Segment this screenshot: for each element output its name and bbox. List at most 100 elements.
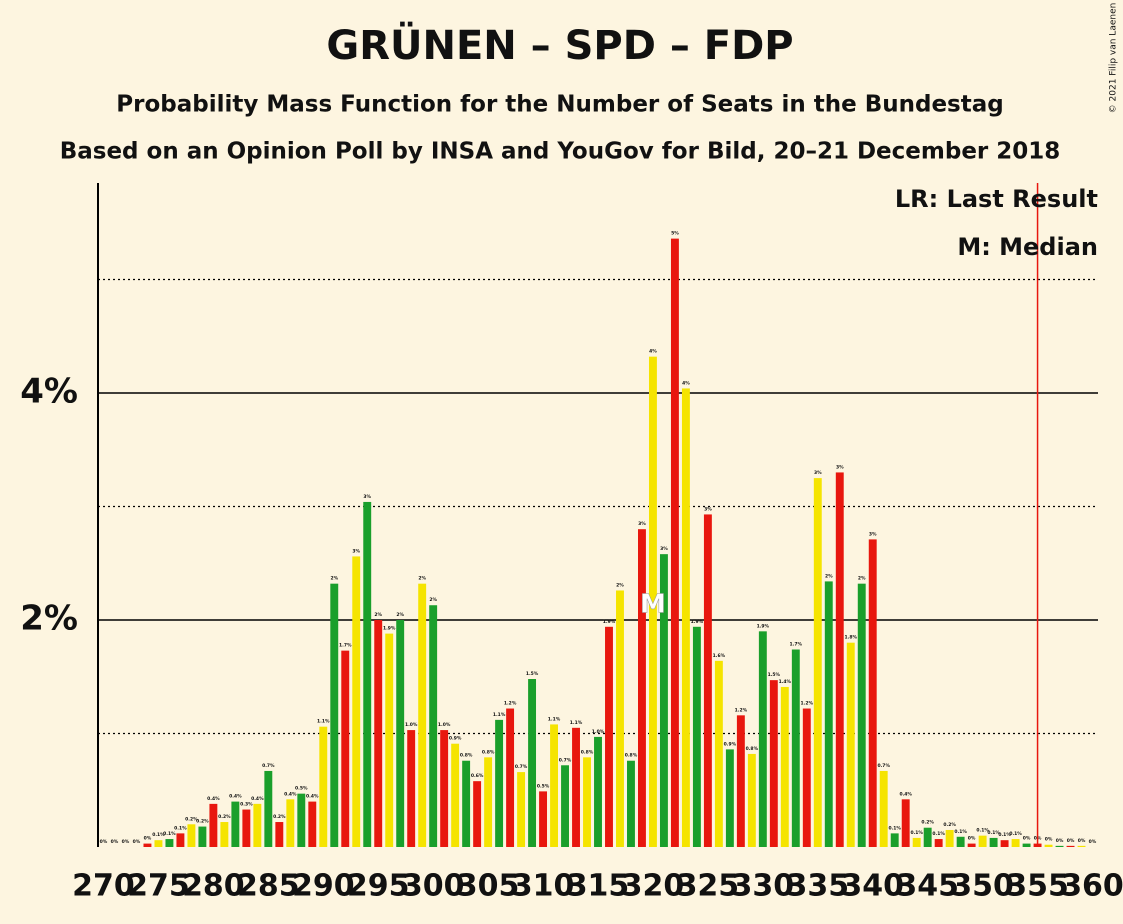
value-label: 1.2% bbox=[801, 701, 814, 707]
bar bbox=[1011, 839, 1020, 847]
bar bbox=[385, 633, 394, 847]
bar bbox=[231, 801, 240, 847]
bar bbox=[473, 781, 482, 847]
bar bbox=[714, 660, 723, 847]
value-label: 3% bbox=[660, 546, 668, 552]
bar bbox=[747, 753, 756, 847]
bar bbox=[824, 581, 833, 847]
value-label: 0% bbox=[1023, 836, 1031, 842]
x-tick-label: 325 bbox=[677, 869, 740, 904]
value-label: 1.0% bbox=[592, 729, 605, 735]
bar bbox=[802, 708, 811, 847]
value-label: 1.1% bbox=[570, 720, 583, 726]
value-label: 0.1% bbox=[152, 832, 165, 838]
bar bbox=[253, 803, 262, 847]
x-tick-label: 335 bbox=[786, 869, 849, 904]
bar bbox=[813, 478, 822, 847]
value-label: 1.5% bbox=[768, 672, 781, 678]
bar bbox=[297, 793, 306, 847]
value-label: 2% bbox=[418, 576, 426, 582]
bar bbox=[769, 680, 778, 847]
x-tick-label: 295 bbox=[347, 869, 410, 904]
value-label: 0% bbox=[1089, 839, 1097, 845]
value-label: 1.4% bbox=[779, 679, 792, 685]
value-label: 0.8% bbox=[581, 749, 594, 755]
value-label: 0.2% bbox=[185, 816, 198, 822]
value-label: 0.2% bbox=[921, 820, 934, 826]
bar bbox=[517, 772, 526, 847]
x-tick-label: 355 bbox=[1006, 869, 1069, 904]
bar bbox=[407, 730, 416, 847]
value-label: 1.1% bbox=[548, 716, 561, 722]
value-label: 0% bbox=[144, 836, 152, 842]
bar bbox=[703, 514, 712, 847]
bar bbox=[539, 791, 548, 847]
value-label: 1.7% bbox=[339, 643, 352, 649]
bar bbox=[308, 801, 317, 847]
value-label: 0.7% bbox=[559, 757, 572, 763]
value-label: 3% bbox=[836, 464, 844, 470]
value-label: 1.9% bbox=[603, 619, 616, 625]
bar bbox=[638, 529, 646, 847]
bar bbox=[857, 583, 866, 847]
bar bbox=[879, 770, 888, 847]
bar bbox=[451, 743, 460, 847]
value-label: 2% bbox=[330, 576, 338, 582]
value-label: 0.5% bbox=[295, 786, 308, 792]
bar bbox=[165, 839, 174, 847]
bar bbox=[725, 749, 734, 847]
value-label: 0.1% bbox=[910, 830, 923, 836]
value-label: 0.4% bbox=[899, 791, 912, 797]
bar bbox=[791, 649, 800, 847]
bar bbox=[484, 757, 493, 847]
value-label: 0.9% bbox=[724, 741, 737, 747]
chart-subtitle: Probability Mass Function for the Number… bbox=[116, 92, 1003, 118]
value-label: 0.1% bbox=[174, 825, 187, 831]
x-tick-label: 330 bbox=[732, 869, 795, 904]
value-label: 1.2% bbox=[504, 701, 517, 707]
bar bbox=[583, 757, 591, 847]
value-label: 3% bbox=[363, 494, 371, 500]
chart-title: GRÜNEN – SPD – FDP bbox=[326, 21, 793, 69]
bar bbox=[605, 626, 613, 847]
value-label: 0.7% bbox=[515, 764, 528, 770]
bar bbox=[264, 770, 273, 847]
bar bbox=[242, 809, 251, 847]
value-label: 0.4% bbox=[251, 796, 264, 802]
bar bbox=[835, 472, 844, 847]
bar bbox=[901, 799, 910, 847]
value-label: 2% bbox=[374, 612, 382, 618]
bar bbox=[550, 724, 558, 847]
bar bbox=[989, 837, 998, 847]
value-label: 0.3% bbox=[240, 802, 253, 808]
value-label: 0% bbox=[111, 839, 119, 845]
x-tick-label: 300 bbox=[402, 869, 465, 904]
value-label: 1.1% bbox=[317, 719, 330, 725]
value-label: 0.4% bbox=[306, 794, 319, 800]
y-tick-label: 4% bbox=[20, 371, 78, 411]
bar bbox=[561, 765, 569, 847]
bar bbox=[220, 822, 229, 847]
bar bbox=[440, 730, 449, 847]
value-label: 2% bbox=[616, 582, 624, 588]
value-label: 5% bbox=[671, 231, 679, 237]
value-label: 0.7% bbox=[877, 763, 890, 769]
value-label: 0.8% bbox=[482, 749, 495, 755]
x-tick-label: 310 bbox=[512, 869, 575, 904]
value-label: 0.4% bbox=[229, 794, 242, 800]
bar bbox=[198, 826, 207, 847]
value-label: 1.2% bbox=[735, 707, 748, 713]
bar bbox=[945, 829, 954, 847]
value-label: 1.5% bbox=[526, 671, 539, 677]
bar bbox=[1022, 843, 1031, 847]
value-label: 2% bbox=[396, 612, 404, 618]
value-label: 1.7% bbox=[790, 642, 803, 648]
value-label: 0.2% bbox=[196, 819, 209, 825]
bar bbox=[143, 843, 152, 847]
bar bbox=[506, 708, 515, 847]
bar bbox=[396, 619, 405, 847]
value-label: 0.1% bbox=[1009, 831, 1022, 837]
bar bbox=[176, 833, 185, 847]
x-tick-label: 280 bbox=[182, 869, 245, 904]
